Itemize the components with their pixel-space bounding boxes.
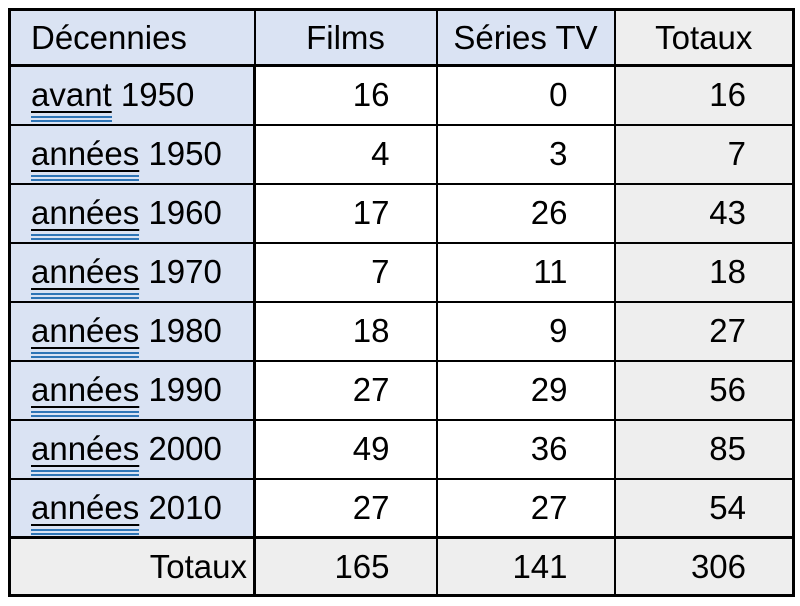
decade-cell: avant 1950 [8,64,256,126]
column-header-totals: Totaux [613,8,795,67]
grand-total-cell: 306 [613,536,795,597]
row-total-cell: 54 [613,477,795,539]
series-count-cell: 26 [435,182,616,244]
decade-year: 1960 [148,194,222,231]
row-total-cell: 16 [613,64,795,126]
table-row: années 1970 7 11 18 [8,241,795,303]
films-count-cell: 18 [253,300,438,362]
decade-cell: années 1950 [8,123,256,185]
decades-table: Décennies Films Séries TV Totaux avant 1… [8,8,795,597]
decade-cell: années 1980 [8,300,256,362]
films-count-cell: 7 [253,241,438,303]
decade-year: 2010 [148,488,222,526]
decade-cell: années 1970 [8,241,256,303]
decade-cell: années 1990 [8,359,256,421]
row-total-cell: 18 [613,241,795,303]
decade-link[interactable]: années [31,253,140,299]
films-count-cell: 27 [253,359,438,421]
decade-link[interactable]: années [31,312,140,358]
decade-cell: années 1960 [8,182,256,244]
decade-link[interactable]: années [31,371,140,417]
series-count-cell: 27 [435,477,616,539]
table-row: années 1960 17 26 43 [8,182,795,244]
films-count-cell: 49 [253,418,438,480]
decade-link[interactable]: avant [31,76,112,123]
films-total-cell: 165 [253,536,438,597]
row-total-cell: 85 [613,418,795,480]
decade-year: 1990 [148,371,222,408]
row-total-cell: 27 [613,300,795,362]
decade-year: 1980 [148,312,222,349]
decade-link[interactable]: années [31,194,140,240]
films-count-cell: 17 [253,182,438,244]
decade-year: 1950 [148,135,222,172]
decade-cell: années 2010 [8,477,256,539]
decade-cell: années 2000 [8,418,256,480]
totals-label-cell: Totaux [8,536,256,597]
column-header-films: Films [253,8,438,67]
series-total-cell: 141 [435,536,616,597]
series-count-cell: 29 [435,359,616,421]
table-row: années 2000 49 36 85 [8,418,795,480]
decade-year: 1950 [120,76,195,114]
decade-year: 1970 [148,253,222,290]
totals-row: Totaux 165 141 306 [8,536,795,597]
decade-link[interactable]: années [31,135,140,181]
table-row: années 2010 27 27 54 [8,477,795,539]
decade-link[interactable]: années [31,488,140,535]
row-total-cell: 43 [613,182,795,244]
row-total-cell: 7 [613,123,795,185]
films-count-cell: 27 [253,477,438,539]
series-count-cell: 11 [435,241,616,303]
table-row: années 1990 27 29 56 [8,359,795,421]
films-count-cell: 4 [253,123,438,185]
films-count-cell: 16 [253,64,438,126]
column-header-series: Séries TV [435,8,616,67]
table-header-row: Décennies Films Séries TV Totaux [8,8,795,67]
series-count-cell: 36 [435,418,616,480]
column-header-decades: Décennies [8,8,256,67]
decade-link[interactable]: années [31,430,140,476]
decade-year: 2000 [148,430,222,467]
table-row: années 1980 18 9 27 [8,300,795,362]
table-row: avant 1950 16 0 16 [8,64,795,126]
row-total-cell: 56 [613,359,795,421]
series-count-cell: 3 [435,123,616,185]
series-count-cell: 9 [435,300,616,362]
series-count-cell: 0 [435,64,616,126]
table-row: années 1950 4 3 7 [8,123,795,185]
